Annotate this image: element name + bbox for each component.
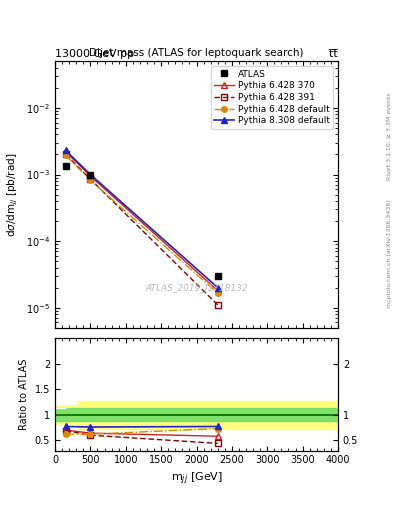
Line: Pythia 6.428 370: Pythia 6.428 370 bbox=[63, 149, 220, 293]
Bar bbox=[55, 401, 338, 429]
Text: mcplots.cern.ch [arXiv:1306.3436]: mcplots.cern.ch [arXiv:1306.3436] bbox=[387, 199, 392, 308]
Bar bbox=[55, 401, 76, 404]
Pythia 6.428 default bbox=[63, 152, 68, 158]
Line: ATLAS: ATLAS bbox=[62, 162, 221, 280]
Pythia 6.428 default bbox=[215, 290, 220, 296]
Line: Pythia 6.428 391: Pythia 6.428 391 bbox=[63, 152, 220, 308]
Title: Dijet mass (ATLAS for leptoquark search): Dijet mass (ATLAS for leptoquark search) bbox=[89, 48, 304, 58]
Pythia 6.428 370 bbox=[63, 148, 68, 155]
Pythia 6.428 391 bbox=[215, 302, 220, 308]
Pythia 6.428 391 bbox=[63, 152, 68, 158]
Y-axis label: d$\sigma$/dm$_{jj}$ [pb/rad]: d$\sigma$/dm$_{jj}$ [pb/rad] bbox=[6, 153, 20, 237]
Y-axis label: Ratio to ATLAS: Ratio to ATLAS bbox=[19, 358, 29, 430]
Bar bbox=[55, 408, 338, 421]
Line: Pythia 6.428 default: Pythia 6.428 default bbox=[63, 153, 220, 296]
Pythia 8.308 default bbox=[215, 285, 220, 291]
Pythia 6.428 370 bbox=[215, 288, 220, 294]
Line: Pythia 8.308 default: Pythia 8.308 default bbox=[63, 147, 220, 290]
Legend: ATLAS, Pythia 6.428 370, Pythia 6.428 391, Pythia 6.428 default, Pythia 8.308 de: ATLAS, Pythia 6.428 370, Pythia 6.428 39… bbox=[211, 66, 334, 129]
Text: Rivet 3.1.10, ≥ 3.3M events: Rivet 3.1.10, ≥ 3.3M events bbox=[387, 92, 392, 180]
Pythia 6.428 370 bbox=[88, 173, 93, 179]
Pythia 6.428 default bbox=[88, 177, 93, 183]
X-axis label: m$_{jj}$ [GeV]: m$_{jj}$ [GeV] bbox=[171, 471, 222, 487]
Text: ATLAS_2019_I1718132: ATLAS_2019_I1718132 bbox=[145, 283, 248, 292]
Pythia 6.428 391 bbox=[88, 176, 93, 182]
Pythia 8.308 default bbox=[88, 172, 93, 178]
ATLAS bbox=[63, 163, 68, 169]
ATLAS bbox=[88, 172, 93, 178]
Pythia 8.308 default bbox=[63, 147, 68, 154]
Bar bbox=[55, 425, 76, 429]
Text: t̅t̅: t̅t̅ bbox=[329, 49, 338, 59]
Text: 13000 GeV pp: 13000 GeV pp bbox=[55, 49, 134, 59]
ATLAS bbox=[215, 273, 220, 279]
